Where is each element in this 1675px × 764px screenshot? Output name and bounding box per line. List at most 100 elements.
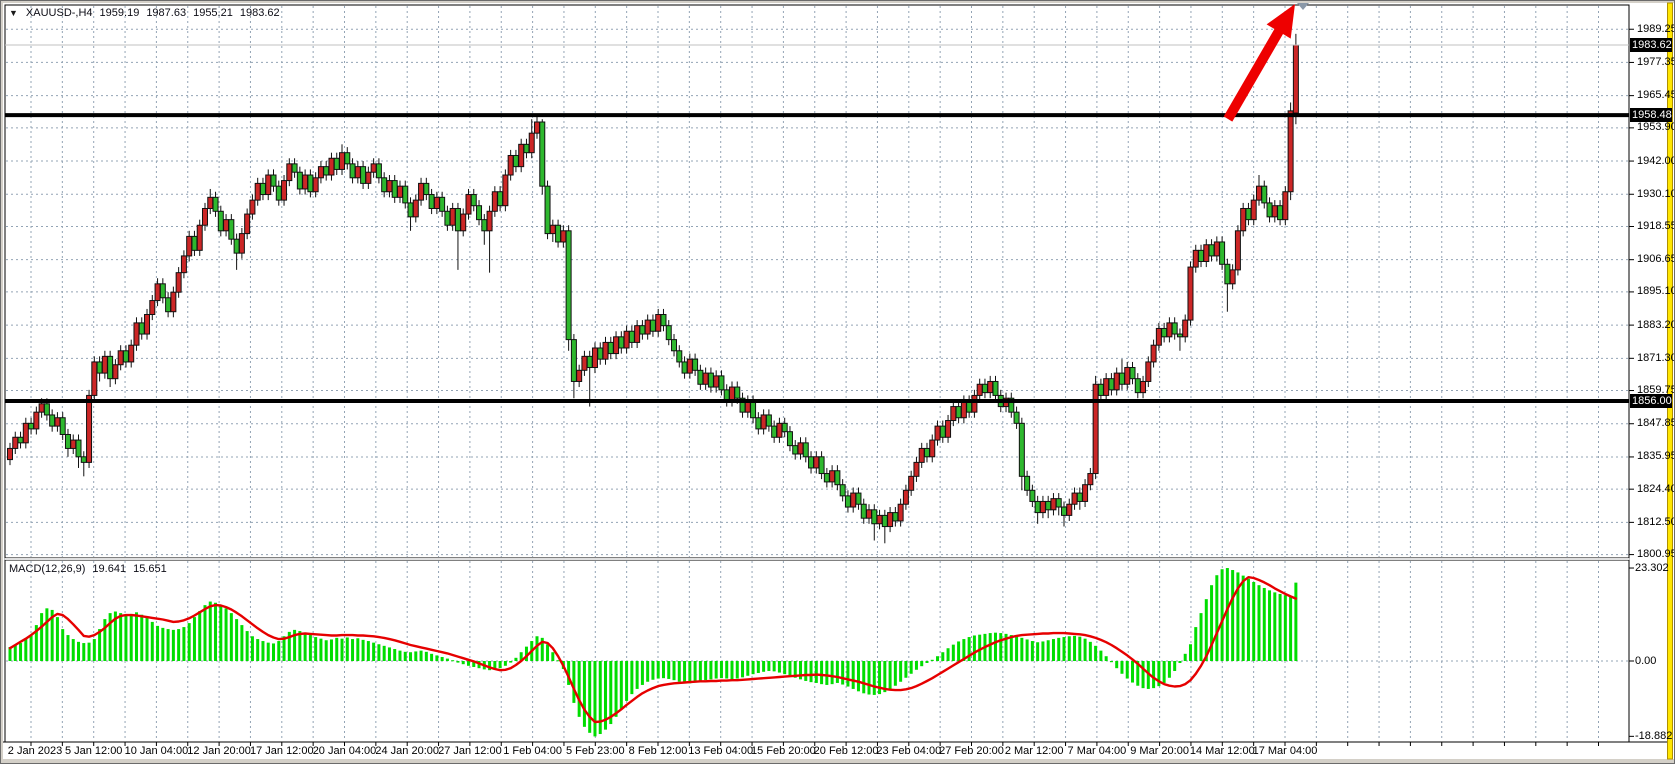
candle-bull bbox=[317, 166, 324, 179]
price-tick-label: 1953.90 bbox=[1637, 121, 1675, 134]
candle-bear bbox=[1208, 244, 1215, 257]
macd-histogram-bar bbox=[1062, 637, 1066, 661]
candle-bull bbox=[713, 375, 720, 388]
candle-bull bbox=[502, 174, 509, 207]
candle-bear bbox=[1045, 500, 1052, 511]
candle-bull bbox=[86, 394, 93, 463]
candle-bull bbox=[286, 163, 293, 182]
candle-bull bbox=[897, 503, 904, 522]
main-chart-plot[interactable] bbox=[4, 4, 1630, 559]
candle-bear bbox=[402, 185, 409, 204]
candle-bear bbox=[212, 196, 219, 212]
candle-bull bbox=[38, 403, 45, 413]
support-line-badge[interactable]: 1856.00 bbox=[1630, 394, 1672, 408]
candle-bull bbox=[776, 422, 783, 438]
time-tick-label: 23 Feb 04:00 bbox=[876, 745, 942, 757]
candle-bull bbox=[491, 191, 498, 212]
macd-histogram-bar bbox=[946, 648, 950, 661]
candle-bear bbox=[1061, 506, 1067, 516]
macd-histogram-bar bbox=[567, 661, 571, 685]
macd-histogram-bar bbox=[941, 652, 945, 661]
macd-scale-zero: 0.00 bbox=[1635, 655, 1657, 667]
macd-histogram-bar bbox=[282, 636, 286, 661]
candle-bull bbox=[365, 171, 372, 184]
macd-histogram-bar bbox=[851, 661, 855, 689]
macd-histogram-bar bbox=[688, 661, 692, 684]
macd-histogram-bar bbox=[867, 661, 871, 695]
time-tick-label: 5 Feb 23:00 bbox=[565, 745, 625, 757]
macd-histogram-bar bbox=[208, 601, 212, 661]
macd-histogram-bar bbox=[71, 639, 75, 661]
macd-histogram-bar bbox=[171, 629, 175, 661]
macd-histogram-bar bbox=[920, 661, 924, 667]
macd-histogram-bar bbox=[1241, 575, 1245, 661]
candle-bear bbox=[1266, 202, 1273, 218]
time-tick-label: 24 Jan 20:00 bbox=[375, 745, 439, 757]
candle-bear bbox=[1008, 397, 1015, 413]
macd-histogram-bar bbox=[472, 661, 476, 667]
candle-bear bbox=[107, 355, 114, 380]
candle-bull bbox=[1240, 207, 1247, 232]
macd-histogram-bar bbox=[1125, 661, 1129, 679]
candle-bear bbox=[586, 355, 593, 369]
candle-bear bbox=[607, 341, 614, 355]
candle-bear bbox=[470, 194, 477, 207]
candle-bear bbox=[375, 163, 382, 179]
candle-bear bbox=[75, 439, 82, 458]
candle-bull bbox=[902, 489, 909, 505]
candle-bear bbox=[750, 400, 757, 419]
macd-histogram-bar bbox=[999, 633, 1003, 661]
candle-bear bbox=[43, 403, 50, 416]
candle-bull bbox=[813, 456, 820, 469]
macd-histogram-bar bbox=[741, 661, 745, 678]
candle-bull bbox=[1066, 503, 1073, 516]
candle-bear bbox=[681, 361, 688, 374]
candle-bull bbox=[370, 163, 377, 173]
quick-trade-dropdown-icon[interactable]: ▼ bbox=[9, 8, 18, 18]
candle-bull bbox=[1155, 327, 1162, 346]
macd-histogram-bar bbox=[382, 645, 386, 661]
macd-histogram-bar bbox=[245, 631, 249, 661]
candle-bear bbox=[597, 347, 604, 360]
macd-histogram-bar bbox=[1004, 633, 1008, 661]
candle-bull bbox=[945, 420, 952, 438]
candle-bull bbox=[1182, 319, 1189, 338]
macd-histogram-bar bbox=[1136, 661, 1140, 686]
resistance-line-badge[interactable]: 1958.48 bbox=[1630, 108, 1672, 123]
macd-histogram-bar bbox=[546, 644, 550, 661]
candle-bull bbox=[244, 213, 251, 235]
candle-bull bbox=[887, 512, 894, 528]
panel-divider[interactable] bbox=[5, 558, 1629, 560]
candle-bull bbox=[613, 336, 620, 355]
macd-histogram-bar bbox=[598, 661, 602, 735]
macd-histogram-bar bbox=[182, 627, 186, 661]
candle-bull bbox=[1255, 185, 1262, 201]
macd-histogram-bar bbox=[272, 643, 275, 661]
macd-histogram-bar bbox=[235, 619, 239, 661]
macd-histogram-bar bbox=[445, 658, 449, 661]
price-tick-label: 1989.25 bbox=[1637, 22, 1675, 35]
time-tick-label: 17 Mar 04:00 bbox=[1252, 745, 1318, 757]
macd-histogram-bar bbox=[219, 605, 223, 661]
trend-arrow-annotation[interactable] bbox=[1223, 4, 1295, 122]
macd-histogram-bar bbox=[893, 661, 897, 686]
macd-histogram-bar bbox=[777, 661, 781, 673]
candle-bull bbox=[207, 196, 214, 209]
candle-bull bbox=[418, 182, 425, 201]
macd-histogram-bar bbox=[677, 661, 681, 682]
candle-bear bbox=[1055, 498, 1062, 508]
candle-bear bbox=[734, 386, 741, 399]
candle-bull bbox=[1192, 249, 1199, 268]
macd-histogram-bar bbox=[419, 650, 423, 661]
candle-bear bbox=[892, 512, 899, 522]
macd-panel-plot[interactable] bbox=[4, 559, 1630, 743]
candle-bull bbox=[960, 400, 967, 419]
macd-histogram-bar bbox=[1257, 585, 1261, 661]
macd-histogram-bar bbox=[899, 661, 903, 682]
macd-histogram-bar bbox=[556, 660, 560, 662]
macd-histogram-bar bbox=[967, 637, 971, 661]
candle-bull bbox=[876, 514, 883, 525]
macd-histogram-bar bbox=[1199, 613, 1203, 661]
candle-bull bbox=[54, 417, 61, 427]
